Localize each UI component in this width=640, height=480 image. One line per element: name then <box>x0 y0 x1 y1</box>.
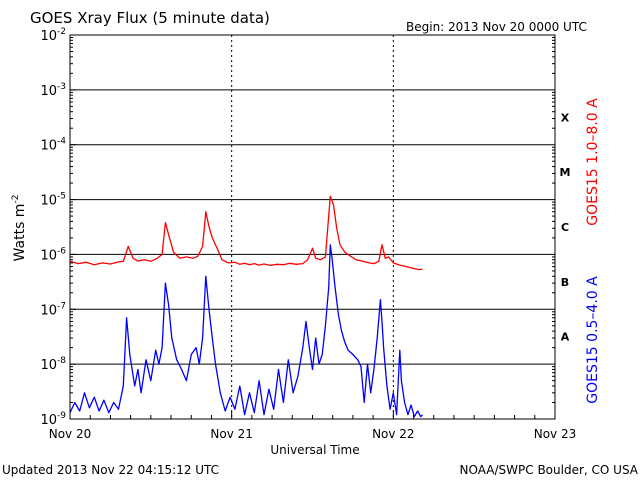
series-name-long: GOES15 1.0–8.0 A <box>585 98 601 226</box>
x-tick-label: Nov 20 <box>49 427 92 441</box>
begin-label: Begin: 2013 Nov 20 0000 UTC <box>406 20 587 34</box>
x-tick-label: Nov 21 <box>210 427 253 441</box>
y-tick-label: 10-2 <box>40 27 66 44</box>
series-name-short: GOES15 0.5–4.0 A <box>585 276 601 404</box>
chart-title: GOES Xray Flux (5 minute data) <box>30 9 270 27</box>
flare-class-label: B <box>561 276 569 289</box>
flare-class-label: A <box>561 331 570 344</box>
y-tick-label: 10-5 <box>40 192 66 209</box>
y-tick-label: 10-3 <box>40 82 66 99</box>
grid-layer <box>70 35 555 419</box>
flare-class-label: X <box>561 111 570 124</box>
y-axis-label: Watts m-2 <box>11 195 28 262</box>
x-axis-label: Universal Time <box>270 443 359 457</box>
flare-class-label: C <box>561 221 569 234</box>
y-tick-label: 10-9 <box>40 411 66 428</box>
plot-frame <box>69 34 556 420</box>
credit-label: NOAA/SWPC Boulder, CO USA <box>460 463 639 477</box>
axes-layer: 10-9 10-8 10-7 10-6 10-5 10-4 10-3 10-2 Nov 20 No… <box>40 27 576 441</box>
y-tick-label: 10-6 <box>40 246 66 263</box>
x-tick-label: Nov 22 <box>372 427 415 441</box>
series-layer <box>69 195 423 418</box>
x-tick-label: Nov 23 <box>534 427 577 441</box>
y-tick-label: 10-7 <box>40 301 66 318</box>
y-tick-label: 10-4 <box>40 137 66 154</box>
updated-timestamp: Updated 2013 Nov 22 04:15:12 UTC <box>2 463 219 477</box>
y-tick-label: 10-8 <box>40 356 66 373</box>
flare-class-label: M <box>560 166 571 179</box>
series-line-short <box>69 244 423 418</box>
series-line-long <box>69 195 423 271</box>
